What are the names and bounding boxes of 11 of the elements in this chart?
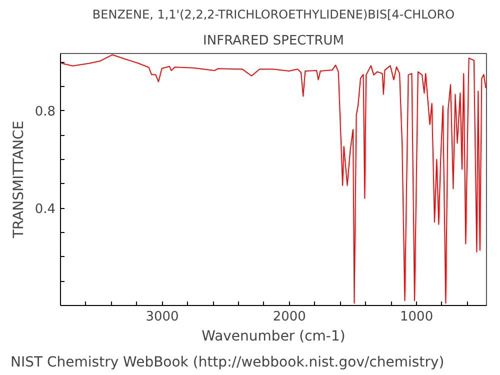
- y-axis-title: TRANSMITTANCE: [10, 120, 27, 240]
- y-tick-label: 0.8: [34, 104, 56, 120]
- x-axis-title: Wavenumber (cm-1): [202, 328, 346, 344]
- text: NIST Chemistry WebBook (http://webbook.nist.gov/chemistry): [10, 354, 444, 370]
- x-tick-label: 1000: [400, 310, 434, 324]
- line-series: [61, 54, 486, 304]
- x-tick-label: 2000: [272, 310, 306, 324]
- chart-subtitle: INFRARED SPECTRUM: [203, 34, 344, 48]
- chart-title: BENZENE, 1,1'(2,2,2-TRICHLOROETHYLIDENE)BIS[4-CHLORO: [92, 8, 455, 22]
- y-tick-label: 0.4: [34, 202, 56, 218]
- x-tick-label: 3000: [146, 310, 179, 324]
